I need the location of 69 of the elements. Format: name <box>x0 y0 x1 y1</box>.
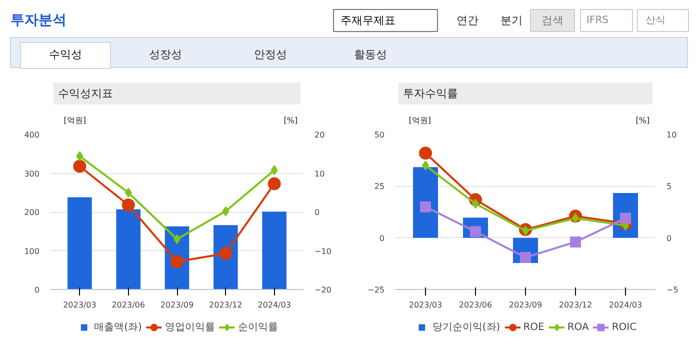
y2-tick-label: 10 <box>314 169 325 178</box>
point <box>124 188 132 198</box>
y2-tick-label: 10 <box>666 130 677 140</box>
y-tick-label: 100 <box>24 246 40 256</box>
x-tick-label: 2023/06 <box>458 300 492 310</box>
y-tick-label: 25 <box>374 182 385 192</box>
x-tick-label: 2023/06 <box>112 300 145 310</box>
x-tick-label: 2023/09 <box>508 300 542 310</box>
point <box>422 160 429 170</box>
chart-title: 투자수익률 <box>402 87 458 100</box>
y2-tick-label: −5 <box>666 286 678 294</box>
y-tick-label: 50 <box>374 130 385 140</box>
legend-label: ROE <box>523 322 544 332</box>
y2-tick-label: 0 <box>666 234 672 243</box>
point <box>420 201 431 212</box>
text: 산식 <box>646 15 666 26</box>
x-tick-label: 2023/09 <box>160 300 194 310</box>
y2-tick-label: 5 <box>666 182 672 192</box>
y-tick-label: −25 <box>368 286 385 294</box>
x-tick-label: 2023/12 <box>209 300 242 310</box>
point <box>122 198 135 212</box>
y-tick-label: 400 <box>24 130 40 140</box>
legend-label: 매출액(좌) <box>94 321 142 334</box>
y-tick-label: 0 <box>379 234 385 243</box>
point <box>222 206 230 216</box>
point <box>520 252 531 263</box>
text: 성장성 <box>149 48 182 61</box>
legend-label: 순이익률 <box>238 321 278 334</box>
text: 연간 <box>456 14 478 27</box>
y-tick-label: 300 <box>24 169 40 178</box>
point <box>268 177 281 190</box>
point <box>170 255 184 268</box>
point <box>570 236 581 248</box>
point <box>270 165 278 176</box>
x-tick-label: 2023/03 <box>63 300 96 310</box>
point <box>76 151 84 162</box>
y-axis-title: [억원] <box>64 116 86 125</box>
y2-tick-label: 0 <box>314 208 320 217</box>
text: 수익성 <box>49 48 82 61</box>
text: 분기 <box>500 14 522 27</box>
x-tick-label: 2023/03 <box>408 300 442 310</box>
point <box>419 146 432 160</box>
legend-label: ROA <box>567 322 589 332</box>
y2-tick-label: 20 <box>314 130 325 140</box>
text: 안정성 <box>254 48 287 61</box>
legend-label: 영업이익률 <box>164 321 215 334</box>
legend-label: 당기순이익(좌) <box>432 321 500 334</box>
x-tick-label: 2024/03 <box>608 300 642 310</box>
point <box>73 160 86 173</box>
x-tick-label: 2023/12 <box>558 300 592 310</box>
y-axis-title: [억원] <box>408 116 432 125</box>
y2-tick-label: −20 <box>314 286 332 294</box>
legend-label: ROIC <box>612 322 637 332</box>
text: 활동성 <box>354 48 387 61</box>
chart-title: 수익성지표 <box>58 87 113 100</box>
text: 투자분석 <box>10 12 66 28</box>
y2-axis-title: [%] <box>636 116 650 125</box>
y-tick-label: 200 <box>24 208 40 217</box>
y2-axis-title: [%] <box>284 116 298 125</box>
point <box>219 246 232 260</box>
bar <box>116 209 141 290</box>
text: 검색 <box>542 14 564 27</box>
y-tick-label: 0 <box>34 286 40 294</box>
bar <box>262 212 286 290</box>
x-tick-label: 2024/03 <box>258 300 291 310</box>
y2-tick-label: −10 <box>314 246 332 256</box>
bar <box>68 197 92 290</box>
text: IFRS <box>586 15 608 26</box>
text: 주재무제표 <box>340 14 396 27</box>
